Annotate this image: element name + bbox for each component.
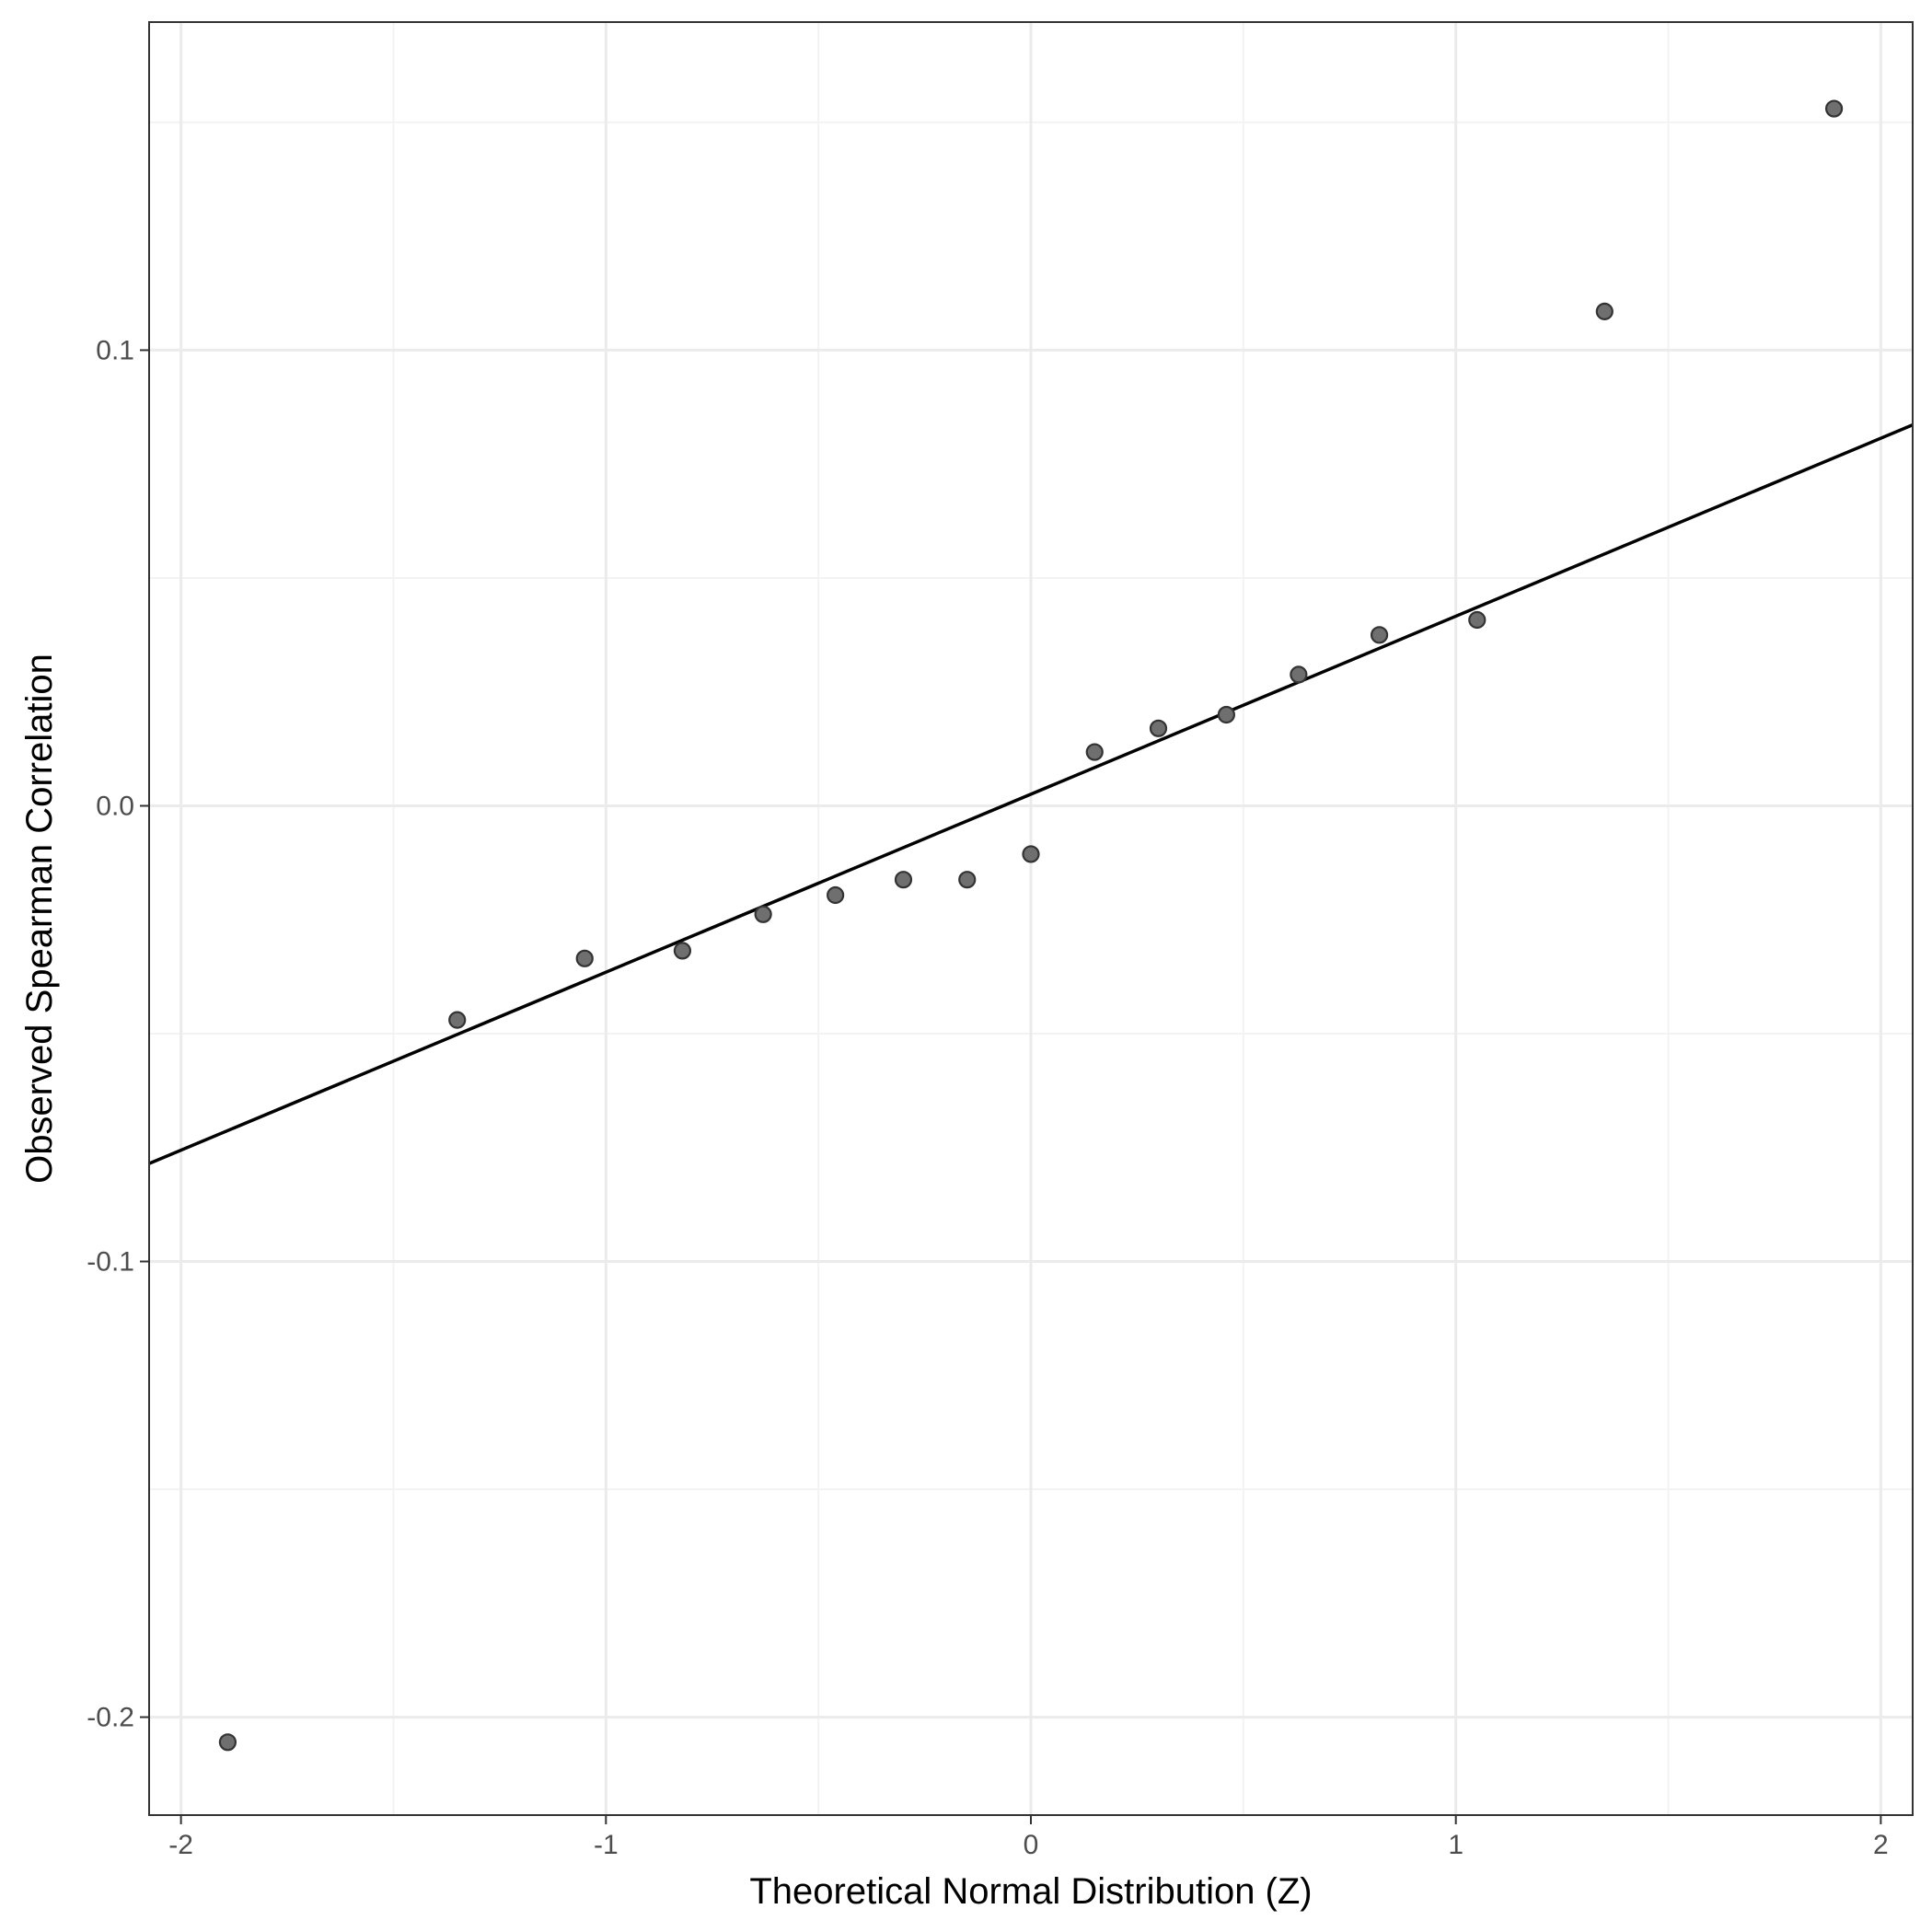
x-tick-label: 2: [1873, 1830, 1889, 1860]
data-point: [218, 1733, 237, 1752]
data-point: [1217, 705, 1235, 724]
y-tick-label: 0.0: [96, 791, 134, 821]
major-gridlines: [149, 22, 1913, 1815]
data-point: [1022, 845, 1040, 863]
data-point: [448, 1011, 467, 1029]
x-tick-label: 1: [1448, 1830, 1463, 1860]
data-point: [1370, 626, 1389, 644]
x-tick-label: 0: [1024, 1830, 1039, 1860]
data-point: [1595, 302, 1614, 320]
data-point: [1468, 610, 1487, 630]
reference-line: [148, 423, 1914, 1165]
data-point: [673, 942, 692, 960]
data-points: [218, 99, 1844, 1752]
x-axis-ticks: -2 -1 0 1 2: [168, 1815, 1889, 1860]
data-point: [1085, 743, 1104, 761]
x-axis-title: Theoretical Normal Distribution (Z): [749, 1871, 1312, 1912]
data-point: [894, 871, 913, 889]
y-tick-label: -0.1: [87, 1247, 134, 1278]
y-axis-ticks: -0.2 -0.1 0.0 0.1: [87, 335, 149, 1733]
data-point: [1149, 719, 1168, 737]
data-point: [754, 905, 772, 923]
reference-line-layer: [148, 423, 1914, 1165]
data-point: [1290, 665, 1308, 684]
x-tick-label: -1: [594, 1830, 619, 1860]
data-point: [1824, 99, 1844, 118]
y-axis-title: Observed Spearman Correlation: [19, 654, 60, 1184]
y-tick-label: -0.2: [87, 1703, 134, 1733]
data-point: [958, 871, 977, 889]
x-tick-label: -2: [168, 1830, 193, 1860]
data-point: [827, 885, 845, 905]
y-tick-label: 0.1: [96, 335, 134, 365]
data-point: [575, 949, 594, 967]
